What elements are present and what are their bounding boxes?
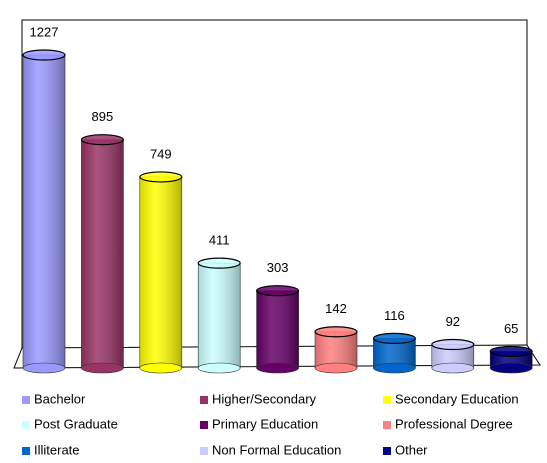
bar-top xyxy=(372,332,416,345)
legend-label: Primary Education xyxy=(212,416,318,431)
bar-bottom xyxy=(431,362,475,374)
bar-top xyxy=(22,49,66,61)
legend-label: Secondary Education xyxy=(395,391,519,406)
bar-shade xyxy=(23,55,65,368)
bar-top xyxy=(139,171,183,183)
bar-bottom xyxy=(22,362,66,374)
legend-label: Higher/Secondary xyxy=(212,391,317,406)
bar xyxy=(489,345,533,374)
data-label: 92 xyxy=(446,314,460,329)
bar-bottom xyxy=(256,362,299,374)
legend-swatch xyxy=(383,447,391,455)
bar-top xyxy=(80,134,125,146)
data-label: 116 xyxy=(384,308,405,323)
legend-swatch xyxy=(383,421,391,429)
legend-swatch xyxy=(383,396,391,404)
bar xyxy=(139,171,183,374)
bar xyxy=(314,326,358,374)
bar-shade xyxy=(315,331,357,368)
bar-shade xyxy=(198,263,241,368)
bar xyxy=(197,257,241,374)
bar-shade xyxy=(256,290,299,368)
bar-shade xyxy=(81,139,124,368)
data-label: 1227 xyxy=(30,24,59,39)
data-label: 749 xyxy=(150,146,172,161)
bar-bottom xyxy=(489,362,533,374)
data-label: 303 xyxy=(267,260,289,275)
bar-top xyxy=(256,285,300,297)
legend-label: Professional Degree xyxy=(395,416,513,431)
legend-swatch xyxy=(200,447,208,455)
data-label: 142 xyxy=(325,301,347,316)
legend-label: Non Formal Education xyxy=(212,442,341,457)
bar xyxy=(256,285,300,374)
legend-swatch xyxy=(22,421,30,429)
bar-top xyxy=(489,345,533,358)
legend-label: Other xyxy=(395,442,428,457)
legend-label: Bachelor xyxy=(34,391,86,406)
bar xyxy=(431,338,475,374)
legend-swatch xyxy=(22,447,30,455)
bar-bottom xyxy=(139,362,183,374)
bar-top xyxy=(431,338,475,351)
legend-swatch xyxy=(200,396,208,404)
legend-label: Illiterate xyxy=(34,442,80,457)
legend-label: Post Graduate xyxy=(34,416,118,431)
bar-top xyxy=(197,257,241,269)
bar xyxy=(80,134,125,374)
bar-shade xyxy=(139,176,182,368)
bar-bottom xyxy=(81,362,124,374)
data-label: 895 xyxy=(92,109,114,124)
data-label: 411 xyxy=(209,233,230,248)
bar-shade xyxy=(431,344,474,368)
bar-bottom xyxy=(197,362,241,374)
bar-bottom xyxy=(373,362,416,374)
bar xyxy=(372,332,416,374)
bar-bottom xyxy=(314,362,358,374)
data-label: 65 xyxy=(504,321,518,336)
bar-top xyxy=(314,326,358,338)
legend-swatch xyxy=(200,421,208,429)
legend-swatch xyxy=(22,396,30,404)
bar xyxy=(22,49,66,374)
